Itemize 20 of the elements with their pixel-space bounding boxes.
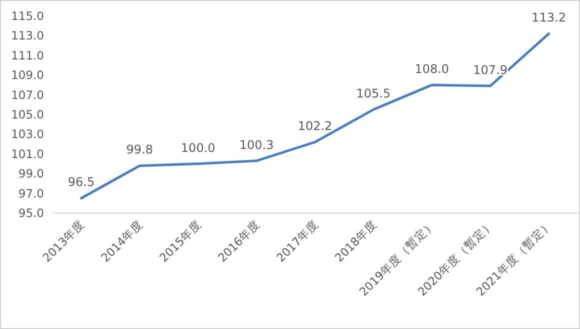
y-tick-label: 109.0 xyxy=(11,68,44,82)
y-tick-label: 103.0 xyxy=(11,127,44,142)
y-tick-label: 107.0 xyxy=(11,88,44,102)
y-tick-label: 111.0 xyxy=(11,48,44,62)
data-label: 96.5 xyxy=(68,175,95,190)
y-tick-label: 105.0 xyxy=(11,108,44,122)
y-tick-label: 101.0 xyxy=(11,146,44,161)
y-tick-label: 99.0 xyxy=(18,166,44,181)
data-label: 100.0 xyxy=(180,140,216,155)
data-label: 99.8 xyxy=(126,142,154,157)
data-label: 105.5 xyxy=(356,86,391,101)
y-tick-label: 97.0 xyxy=(18,186,44,200)
y-tick-label: 115.0 xyxy=(11,9,44,23)
data-label: 108.0 xyxy=(414,62,450,76)
data-label: 107.9 xyxy=(473,62,508,77)
data-label: 102.2 xyxy=(298,119,332,134)
data-label: 100.3 xyxy=(239,138,274,152)
y-tick-label: 113.0 xyxy=(11,28,44,43)
data-label: 113.2 xyxy=(532,10,566,25)
y-tick-label: 95.0 xyxy=(18,206,44,220)
